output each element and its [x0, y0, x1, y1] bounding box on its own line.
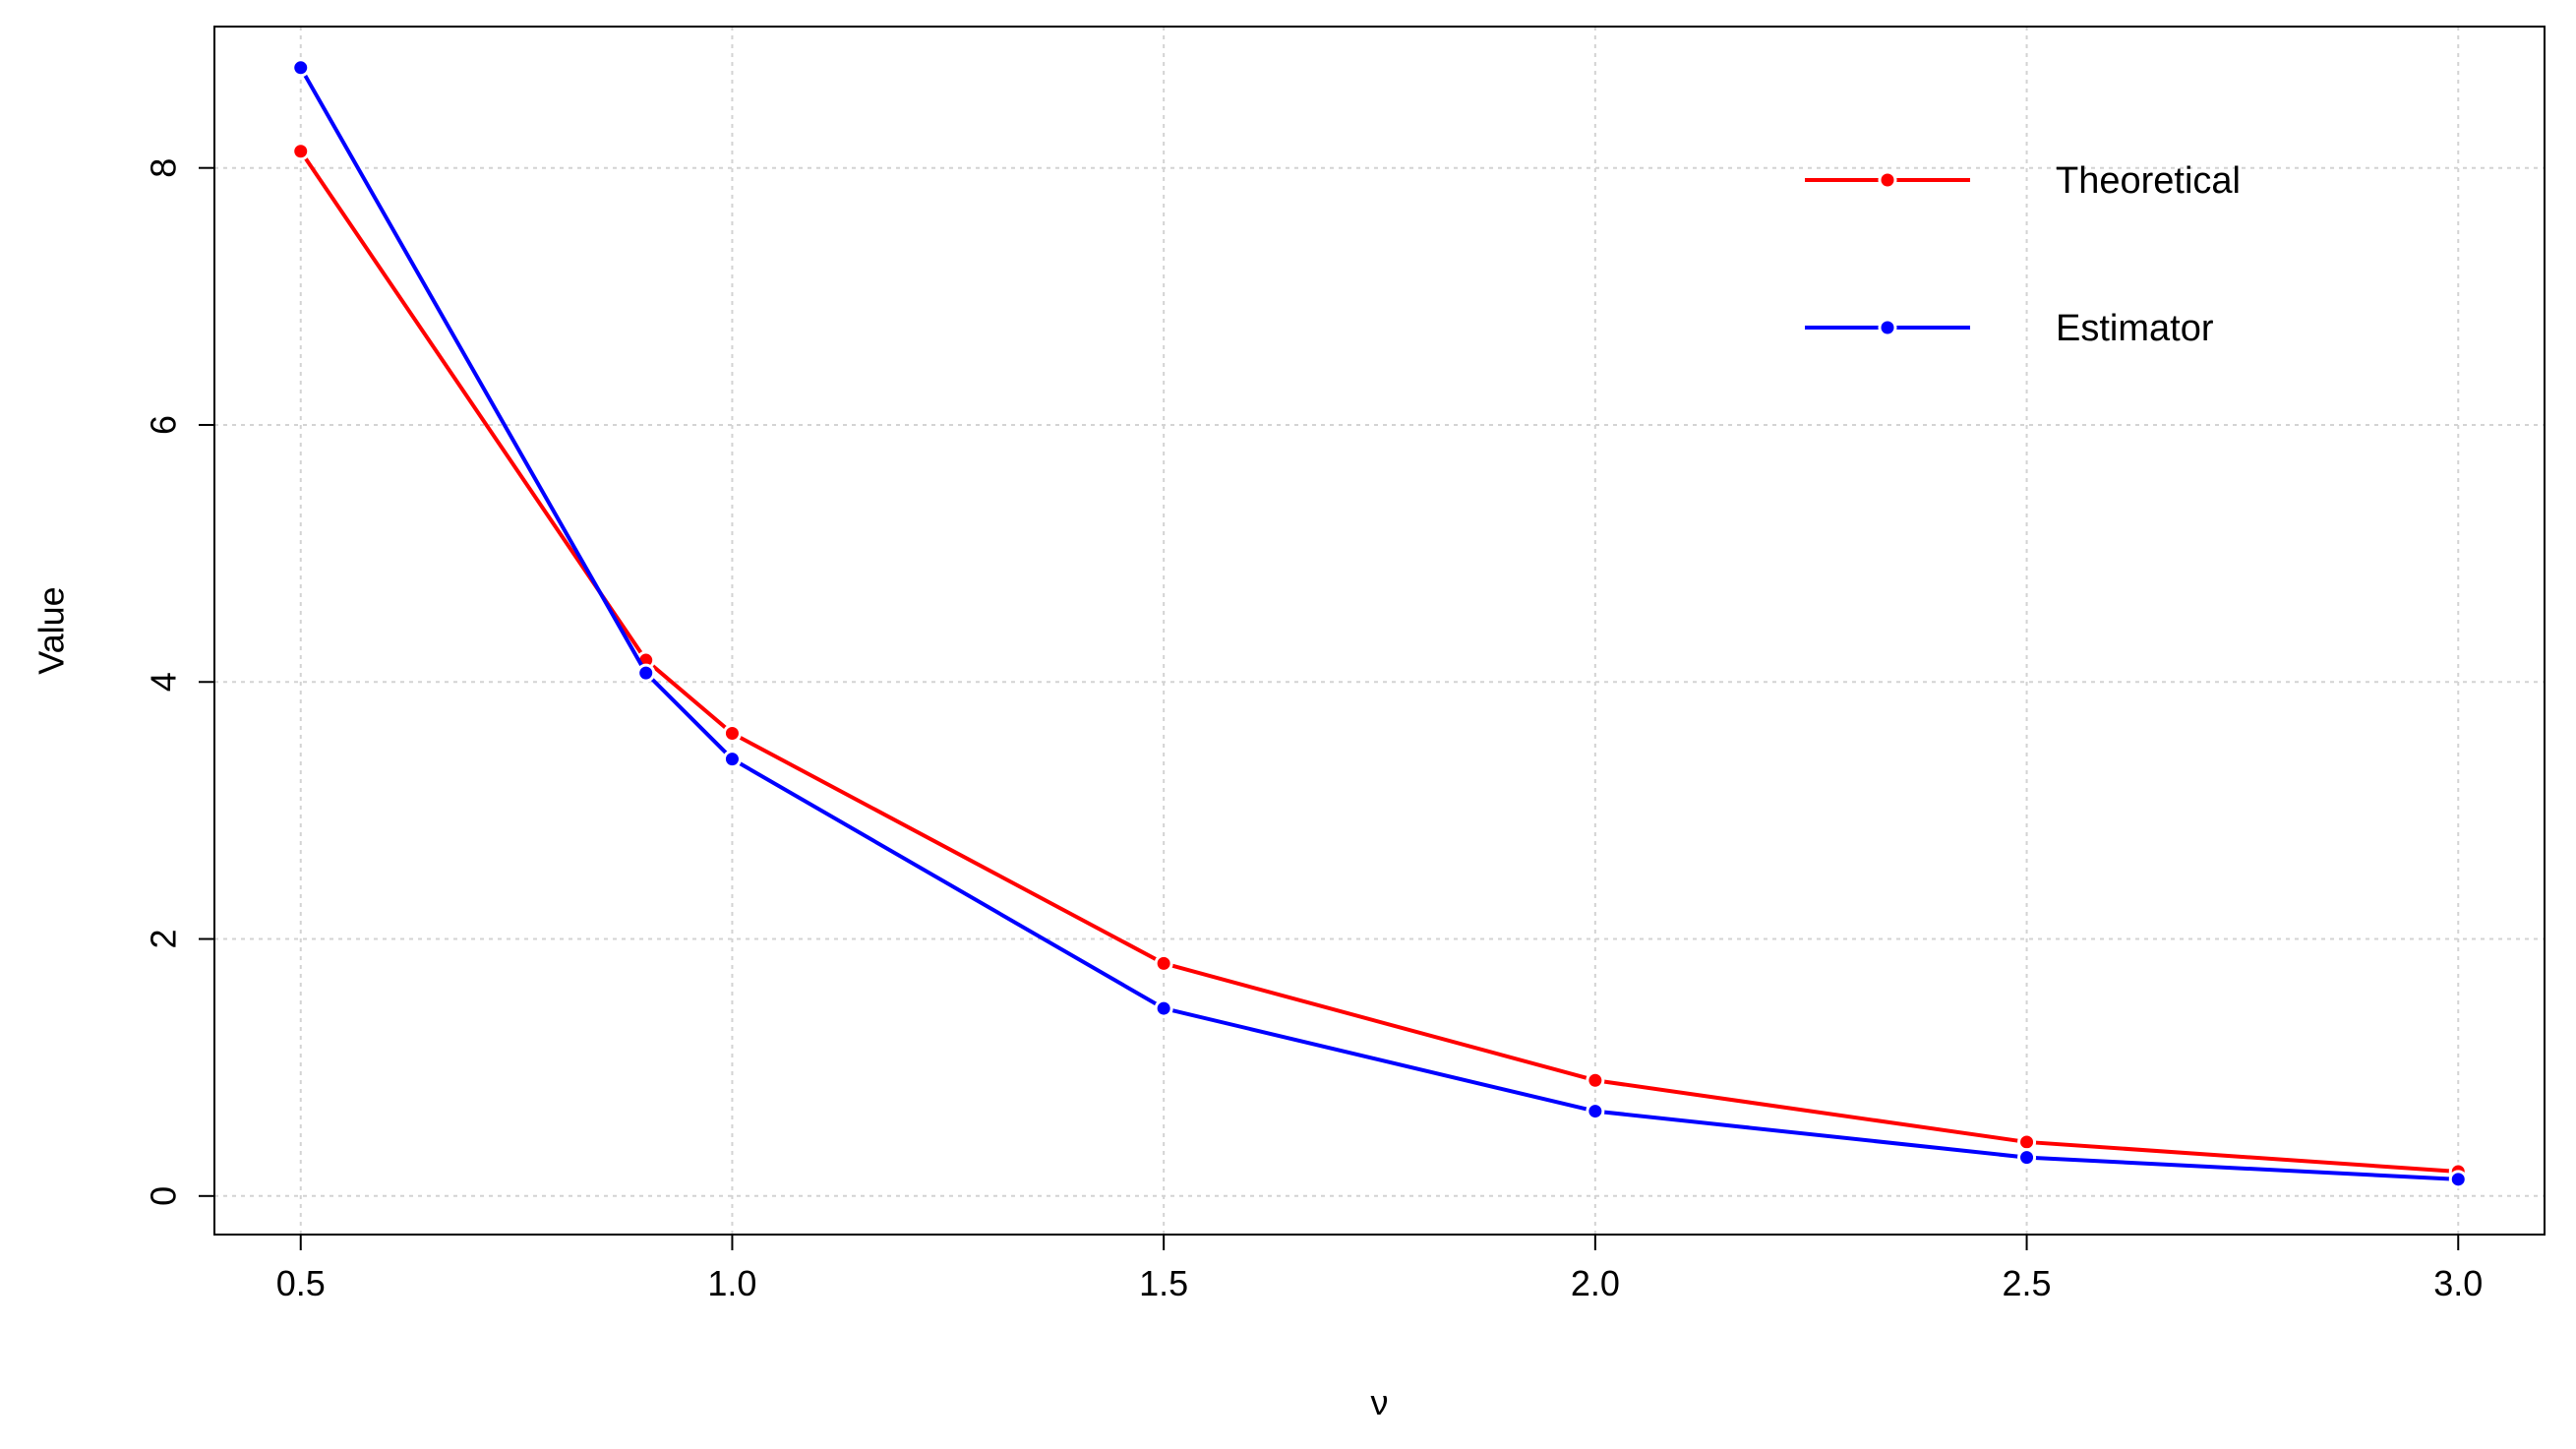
y-tick-label: 8 [144, 158, 184, 178]
data-point [2017, 1132, 2037, 1152]
data-point [722, 724, 742, 744]
data-point [291, 58, 311, 78]
series-layer [291, 58, 2468, 1189]
y-axis: 0 2 4 6 8 [144, 158, 215, 1206]
x-tick-label: 0.5 [276, 1263, 326, 1303]
legend: Theoretical Estimator [1805, 160, 2241, 349]
x-tick-label: 1.0 [707, 1263, 756, 1303]
x-tick-label: 3.0 [2433, 1263, 2483, 1303]
y-axis-title: Value [31, 586, 72, 674]
grid-lines [214, 27, 2545, 1235]
data-point [1154, 998, 1173, 1018]
data-point [722, 750, 742, 769]
series-estimator [291, 58, 2468, 1189]
data-point [1586, 1102, 1605, 1121]
x-tick-label: 1.5 [1139, 1263, 1188, 1303]
y-tick-label: 4 [144, 672, 184, 692]
x-tick-label: 2.0 [1571, 1263, 1620, 1303]
y-tick-label: 0 [144, 1186, 184, 1206]
y-tick-label: 2 [144, 930, 184, 949]
data-point [1154, 953, 1173, 973]
x-axis: 0.5 1.0 1.5 2.0 2.5 3.0 [276, 1234, 2483, 1303]
legend-marker [1878, 318, 1897, 337]
data-point [636, 663, 656, 683]
data-point [2017, 1148, 2037, 1168]
legend-label: Theoretical [2056, 160, 2241, 202]
x-tick-label: 2.5 [2003, 1263, 2052, 1303]
legend-marker [1878, 170, 1897, 190]
data-point [291, 142, 311, 161]
legend-label: Estimator [2056, 308, 2214, 349]
data-point [2448, 1170, 2468, 1189]
x-axis-title: ν [1371, 1382, 1389, 1422]
data-point [1586, 1070, 1605, 1090]
legend-item-theoretical: Theoretical [1805, 160, 2241, 202]
legend-item-estimator: Estimator [1805, 308, 2214, 349]
y-tick-label: 6 [144, 415, 184, 435]
